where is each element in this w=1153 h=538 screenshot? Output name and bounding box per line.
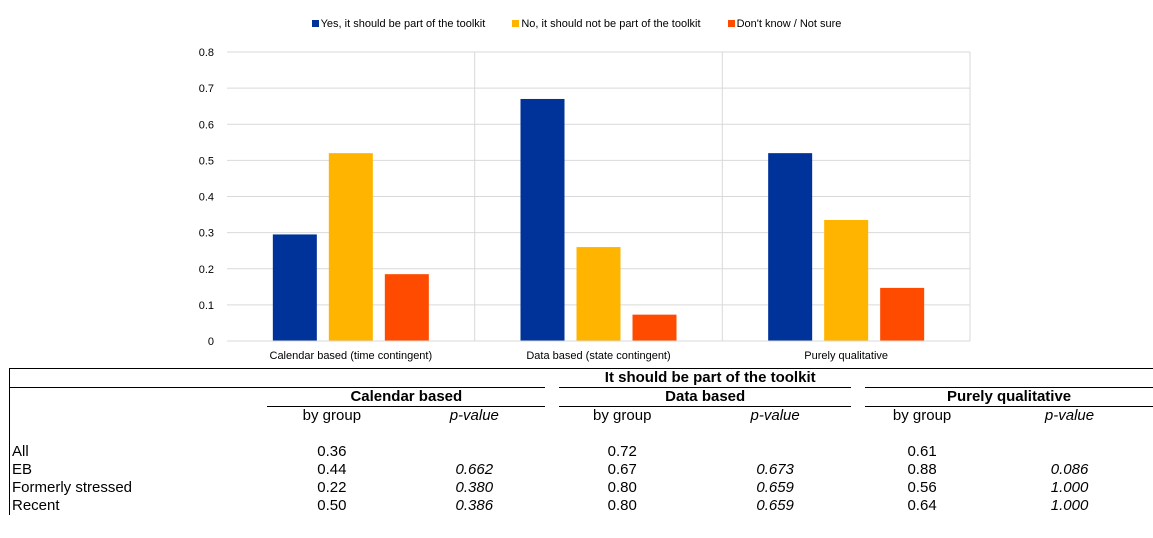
y-tick-label: 0.5 — [199, 155, 214, 167]
bar — [768, 153, 813, 341]
bar — [880, 287, 925, 341]
legend-swatch-yes — [311, 20, 319, 27]
cell-value: 0.80 — [607, 479, 637, 496]
cell-value: 0.80 — [607, 497, 637, 514]
row-label: Formerly stressed — [9, 479, 268, 497]
cell-value: 0.44 — [317, 461, 347, 478]
bar — [576, 247, 621, 341]
table-row: All 0.36 0.72 0.61 — [9, 443, 1153, 461]
x-category-label: Calendar based (time contingent) — [270, 350, 433, 362]
cell-p-value — [692, 443, 858, 461]
cell-p-value: 1.000 — [1050, 479, 1089, 496]
chart-plot: 0 0.1 0.2 0.3 0.4 0.5 0.6 0.7 0.8 Calendar based … — [199, 47, 971, 362]
legend-item-no: No, it should not be part of the toolkit — [512, 18, 701, 30]
row-label: All — [9, 443, 268, 461]
bar — [824, 219, 869, 341]
legend-label-dont-know: Don't know / Not sure — [736, 18, 842, 30]
bar — [328, 153, 373, 341]
cell-p-value: 0.380 — [455, 479, 494, 496]
group-header-data: Data based — [545, 387, 859, 407]
results-table: It should be part of the toolkit Calenda… — [9, 368, 1153, 515]
cell-value: 0.61 — [907, 443, 937, 460]
cell-value: 0.64 — [907, 497, 937, 514]
subheader-by-group: by group — [892, 407, 952, 424]
bar — [520, 98, 565, 342]
cell-p-value: 0.673 — [756, 461, 794, 478]
row-label: EB — [9, 461, 268, 479]
bar — [632, 314, 677, 341]
subheader-p-value: p-value — [750, 407, 800, 424]
table-row: Formerly stressed 0.22 0.380 0.80 0.659 … — [9, 479, 1153, 497]
cell-value: 0.50 — [317, 497, 347, 514]
legend-swatch-dont-know — [727, 20, 735, 27]
y-tick-label: 0.8 — [199, 47, 214, 59]
cell-p-value: 0.386 — [455, 497, 494, 514]
cell-value: 0.56 — [907, 479, 937, 496]
y-tick-label: 0.3 — [199, 228, 214, 240]
cell-value: 0.67 — [607, 461, 637, 478]
table-row: EB 0.44 0.662 0.67 0.673 0.88 0.086 — [9, 461, 1153, 479]
cell-p-value: 0.086 — [1050, 461, 1089, 478]
cell-p-value — [986, 443, 1153, 461]
bar-chart: Yes, it should be part of the toolkit No… — [0, 18, 1153, 362]
table-title-row: It should be part of the toolkit — [9, 368, 1153, 388]
row-label: Recent — [9, 497, 268, 515]
bar — [384, 274, 429, 341]
cell-value: 0.72 — [607, 443, 637, 460]
subheader-by-group: by group — [593, 407, 652, 424]
legend-item-dont-know: Don't know / Not sure — [727, 18, 842, 30]
cell-p-value: 0.659 — [756, 497, 794, 514]
y-tick-label: 0 — [208, 336, 214, 348]
cell-p-value: 1.000 — [1050, 497, 1089, 514]
legend-swatch-no — [512, 20, 520, 27]
cell-p-value — [396, 443, 552, 461]
group-header-qualitative: Purely qualitative — [851, 387, 1153, 407]
y-tick-label: 0.1 — [199, 300, 214, 312]
subheader-p-value: p-value — [1044, 407, 1095, 424]
subheader-p-value: p-value — [449, 407, 499, 424]
x-category-label: Data based (state contingent) — [526, 350, 670, 362]
table-title: It should be part of the toolkit — [267, 368, 1153, 388]
x-category-label: Purely qualitative — [804, 350, 888, 362]
legend-label-no: No, it should not be part of the toolkit — [521, 18, 701, 30]
bar — [272, 234, 317, 341]
y-tick-label: 0.4 — [199, 192, 214, 204]
cell-p-value: 0.659 — [756, 479, 794, 496]
cell-value: 0.22 — [317, 479, 347, 496]
legend-item-yes: Yes, it should be part of the toolkit — [311, 18, 486, 30]
legend-label-yes: Yes, it should be part of the toolkit — [320, 18, 486, 30]
table-spacer-row — [9, 425, 1153, 443]
group-header-calendar: Calendar based — [267, 387, 553, 407]
cell-value: 0.88 — [907, 461, 937, 478]
subheader-by-group: by group — [302, 407, 362, 424]
table-group-header-row: Calendar based Data based Purely qualita… — [9, 387, 1153, 407]
cell-p-value: 0.662 — [455, 461, 494, 478]
cell-value: 0.36 — [317, 443, 347, 460]
table-row: Recent 0.50 0.386 0.80 0.659 0.64 1.000 — [9, 497, 1153, 515]
y-tick-label: 0.2 — [199, 264, 214, 276]
y-tick-label: 0.7 — [199, 83, 214, 95]
chart-legend: Yes, it should be part of the toolkit No… — [0, 18, 1153, 30]
table-subheader-row: by group p-value by group p-value by gro… — [9, 406, 1153, 425]
y-tick-label: 0.6 — [199, 119, 214, 131]
